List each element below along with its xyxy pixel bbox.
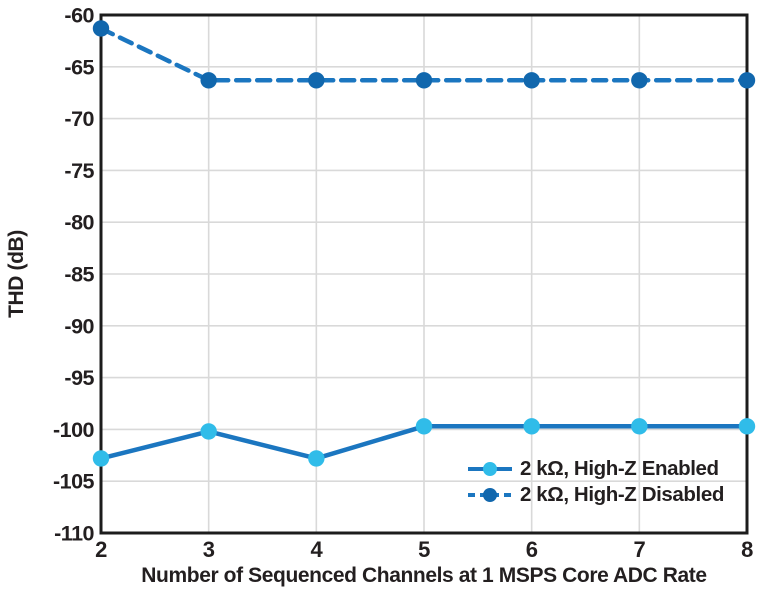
legend: 2 kΩ, High-Z Enabled 2 kΩ, High-Z Disabl… <box>467 456 724 508</box>
y-tick-label: -65 <box>64 55 94 79</box>
x-tick-label: 8 <box>741 537 753 562</box>
y-tick-label: -70 <box>64 107 94 131</box>
legend-label-enabled: 2 kΩ, High-Z Enabled <box>520 456 719 480</box>
legend-swatch-dashed-icon <box>468 488 512 502</box>
y-tick-label: -75 <box>64 159 94 183</box>
legend-swatch-solid-icon <box>468 462 512 476</box>
x-tick-label: 2 <box>95 537 107 562</box>
data-point-series-1 <box>200 72 217 89</box>
y-tick-label: -105 <box>53 470 95 494</box>
x-tick-label: 4 <box>310 537 323 562</box>
x-tick-label: 3 <box>203 537 215 562</box>
legend-item-enabled: 2 kΩ, High-Z Enabled <box>467 456 724 482</box>
y-axis-title: THD (dB) <box>5 230 28 318</box>
data-point-series-0 <box>523 418 540 435</box>
data-point-series-0 <box>415 418 433 435</box>
data-point-series-0 <box>738 418 756 435</box>
data-point-series-1 <box>308 72 325 89</box>
data-point-series-0 <box>631 418 648 435</box>
plot-frame <box>99 13 749 535</box>
data-point-series-1 <box>92 20 110 37</box>
x-tick-label: 6 <box>526 537 538 562</box>
y-tick-label: -90 <box>64 314 94 338</box>
data-point-series-0 <box>92 450 110 467</box>
x-tick-label: 5 <box>418 537 430 562</box>
data-point-series-1 <box>523 72 540 89</box>
x-tick-label: 7 <box>633 537 645 562</box>
y-tick-label: -80 <box>64 211 94 235</box>
y-tick-label: -85 <box>64 263 94 287</box>
x-axis-title: Number of Sequenced Channels at 1 MSPS C… <box>141 564 707 587</box>
y-tick-label: -100 <box>53 418 95 442</box>
data-point-series-1 <box>738 72 756 89</box>
y-tick-label: -110 <box>54 522 94 546</box>
data-point-series-0 <box>308 450 325 467</box>
data-point-series-0 <box>200 423 217 440</box>
data-point-series-1 <box>631 72 648 89</box>
y-tick-label: -60 <box>64 4 94 28</box>
data-point-series-1 <box>415 72 433 89</box>
y-tick-label: -95 <box>64 366 94 390</box>
legend-item-disabled: 2 kΩ, High-Z Disabled <box>467 482 724 508</box>
legend-label-disabled: 2 kΩ, High-Z Disabled <box>520 482 724 506</box>
